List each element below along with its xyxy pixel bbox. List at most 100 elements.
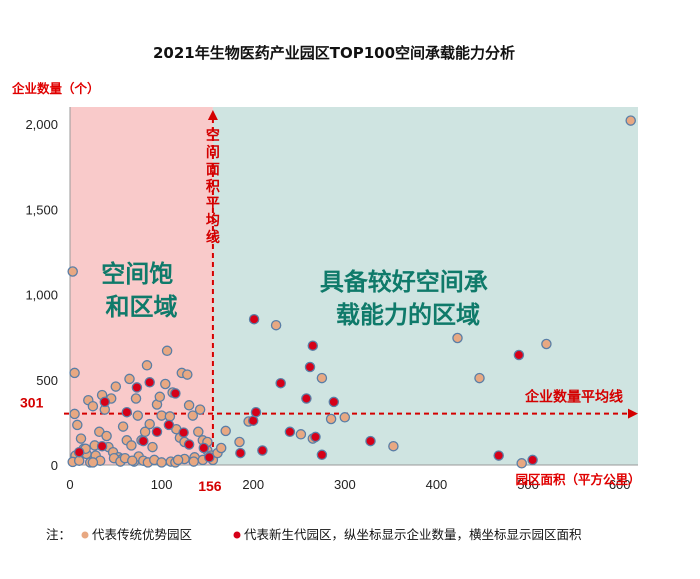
area-average-line-label-char: 积	[206, 178, 220, 195]
x-tick-label: 400	[426, 477, 448, 492]
point-traditional	[67, 266, 78, 277]
area-average-line-label-char: 间	[206, 144, 220, 161]
point-new	[328, 396, 340, 408]
note-prefix: 注：	[46, 527, 71, 542]
y-tick-label: 2,000	[25, 117, 58, 132]
point-new	[131, 382, 143, 393]
point-traditional	[234, 436, 245, 448]
point-traditional	[132, 410, 144, 421]
point-new	[275, 377, 286, 389]
point-new	[183, 439, 195, 450]
point-traditional	[625, 115, 636, 126]
point-traditional	[124, 373, 135, 385]
area-average-line-label-char: 平	[206, 196, 220, 212]
x-tick-label: 200	[242, 477, 264, 492]
area-average-line-label-char: 均	[206, 212, 220, 229]
saturated-zone-label-line1: 空间饱	[101, 260, 173, 288]
point-new	[121, 406, 133, 418]
point-new	[204, 452, 215, 463]
point-new	[316, 449, 328, 461]
point-traditional	[160, 378, 171, 390]
point-traditional	[295, 429, 307, 440]
x-tick-label: 300	[334, 477, 356, 492]
enterprise-average-line-label: 企业数量平均线	[524, 389, 623, 406]
enterprise-average-value: 301	[20, 395, 44, 411]
point-traditional	[101, 430, 112, 442]
x-tick-label: 600	[609, 477, 631, 492]
x-axis-label: 园区面积（平方公里）	[515, 472, 640, 487]
saturated-zone-label-line2: 和区域	[105, 293, 177, 321]
point-new	[301, 393, 312, 404]
capacity-zone	[212, 107, 638, 465]
point-new	[250, 406, 262, 418]
legend-marker-traditional	[81, 531, 89, 539]
y-axis-label: 企业数量（个）	[11, 81, 100, 96]
enterprise-average-arrow	[628, 408, 638, 419]
y-tick-label: 1,000	[25, 288, 58, 303]
point-new	[235, 447, 246, 459]
y-tick-labels: 0 500 1,000 1,500 2,000	[25, 117, 58, 473]
point-traditional	[110, 381, 122, 392]
point-new	[284, 426, 296, 438]
area-average-line-label-char: 空	[206, 127, 220, 144]
point-traditional	[73, 455, 85, 466]
chart-title: 2021年生物医药产业园区TOP100空间承载能力分析	[153, 44, 515, 62]
y-tick-label: 1,500	[25, 202, 58, 217]
point-traditional	[270, 319, 282, 331]
point-traditional	[172, 454, 184, 466]
point-new	[73, 446, 85, 458]
point-traditional	[144, 418, 155, 430]
point-traditional	[220, 425, 231, 437]
point-new	[513, 349, 525, 361]
point-traditional	[164, 411, 176, 422]
point-traditional	[215, 442, 227, 454]
point-traditional	[117, 421, 129, 432]
point-traditional	[69, 367, 80, 379]
point-new	[493, 450, 504, 461]
point-traditional	[87, 457, 99, 468]
point-traditional	[127, 455, 138, 466]
point-new	[178, 427, 189, 438]
point-new	[257, 445, 268, 456]
point-traditional	[156, 457, 167, 468]
point-traditional	[187, 410, 199, 421]
point-traditional	[154, 391, 166, 403]
x-tick-label: 0	[66, 477, 73, 492]
data-points	[67, 115, 636, 469]
area-average-line-label-char: 线	[206, 229, 220, 246]
x-tick-label: 500	[517, 477, 539, 492]
point-new	[307, 340, 319, 351]
point-traditional	[541, 338, 552, 350]
point-traditional	[183, 400, 195, 411]
point-traditional	[182, 369, 193, 380]
point-new	[527, 454, 538, 466]
point-new	[248, 313, 260, 325]
point-traditional	[516, 458, 527, 469]
point-new	[304, 361, 316, 373]
point-new	[163, 419, 175, 431]
x-tick-label: 100	[151, 477, 173, 492]
point-traditional	[75, 433, 87, 444]
point-traditional	[194, 404, 206, 415]
saturated-zone-label: 空间饱 和区域	[101, 260, 181, 321]
point-traditional	[193, 426, 204, 438]
legend-marker-new	[233, 531, 241, 539]
point-new	[151, 426, 163, 438]
point-new	[170, 388, 181, 399]
point-new	[138, 435, 149, 447]
point-traditional	[69, 408, 80, 420]
y-tick-label: 0	[51, 458, 58, 473]
point-traditional	[339, 412, 351, 423]
capacity-zone-label-line1: 具备较好空间承	[320, 268, 488, 296]
legend-label-new: 代表新生代园区，纵坐标显示企业数量，横坐标显示园区面积	[244, 527, 582, 542]
capacity-zone-label: 具备较好空间承 载能力的区域	[320, 268, 496, 329]
point-traditional	[126, 440, 137, 451]
point-traditional	[130, 393, 142, 404]
capacity-zone-label-line2: 载能力的区域	[336, 301, 480, 329]
point-new	[198, 442, 210, 454]
point-traditional	[388, 440, 399, 452]
x-tick-labels: 0 100 200 300 400 500 600	[66, 477, 630, 492]
point-traditional	[316, 372, 328, 384]
